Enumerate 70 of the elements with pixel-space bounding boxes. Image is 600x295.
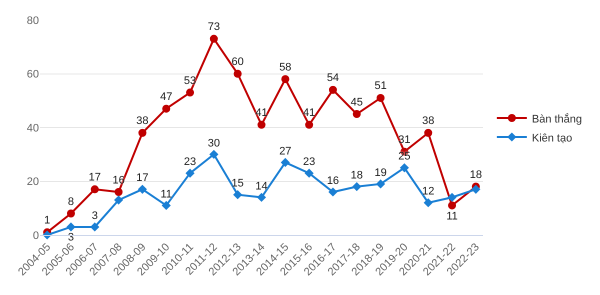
point bbox=[471, 184, 480, 194]
data-label: 17 bbox=[136, 172, 149, 184]
data-label: 45 bbox=[350, 96, 363, 108]
data-label: 58 bbox=[279, 61, 292, 74]
point bbox=[352, 182, 362, 192]
point bbox=[447, 192, 457, 202]
point bbox=[424, 128, 432, 137]
data-label: 54 bbox=[326, 72, 340, 84]
data-label: 16 bbox=[326, 174, 340, 187]
data-label: 3 bbox=[92, 210, 98, 222]
point bbox=[328, 86, 337, 94]
point bbox=[304, 168, 314, 178]
point bbox=[66, 210, 75, 218]
data-label: 30 bbox=[208, 137, 220, 150]
point bbox=[281, 75, 290, 84]
point bbox=[305, 120, 314, 129]
point bbox=[256, 192, 266, 202]
y-tick-label: 80 bbox=[26, 14, 39, 27]
data-label: 8 bbox=[68, 196, 74, 208]
point bbox=[233, 190, 242, 200]
data-label: 60 bbox=[232, 56, 244, 68]
point bbox=[162, 200, 171, 210]
data-label: 27 bbox=[279, 145, 292, 158]
point bbox=[448, 201, 456, 210]
data-label: 73 bbox=[208, 21, 220, 34]
data-label: 25 bbox=[398, 150, 411, 163]
data-label: 47 bbox=[160, 90, 172, 103]
legend-label: Kiên tạo bbox=[532, 132, 572, 144]
point bbox=[234, 70, 242, 78]
data-label: 17 bbox=[88, 172, 101, 184]
y-tick-label: 0 bbox=[32, 230, 39, 242]
data-label: 18 bbox=[470, 168, 482, 181]
point bbox=[138, 128, 146, 137]
data-label: 23 bbox=[303, 156, 316, 168]
data-label: 11 bbox=[446, 210, 458, 223]
data-label: 38 bbox=[422, 115, 434, 128]
data-label: 38 bbox=[136, 115, 149, 128]
data-label: 1 bbox=[44, 214, 50, 227]
point bbox=[424, 198, 433, 208]
point bbox=[138, 184, 147, 194]
data-label: 11 bbox=[160, 188, 172, 200]
point bbox=[280, 158, 290, 167]
point bbox=[209, 150, 218, 159]
point bbox=[186, 88, 194, 97]
legend-label: Bàn thắng bbox=[532, 112, 582, 126]
y-tick-label: 60 bbox=[26, 68, 39, 81]
y-tick-label: 40 bbox=[26, 122, 39, 134]
point bbox=[66, 222, 76, 232]
point bbox=[186, 168, 195, 178]
data-label: 51 bbox=[374, 80, 387, 92]
y-tick-label: 20 bbox=[26, 176, 39, 188]
data-label: 12 bbox=[422, 186, 434, 198]
point bbox=[376, 179, 386, 188]
point bbox=[210, 34, 218, 43]
point bbox=[114, 188, 123, 196]
data-label: 41 bbox=[303, 107, 316, 120]
point bbox=[376, 94, 385, 102]
data-label: 19 bbox=[374, 166, 387, 179]
point bbox=[328, 187, 338, 197]
point bbox=[258, 120, 266, 129]
point bbox=[400, 163, 409, 172]
point bbox=[162, 104, 170, 113]
data-label: 15 bbox=[232, 178, 244, 190]
point bbox=[114, 196, 124, 205]
point bbox=[90, 222, 100, 232]
data-label: 23 bbox=[184, 156, 196, 168]
point bbox=[90, 185, 99, 194]
data-label: 14 bbox=[255, 180, 268, 192]
point bbox=[352, 110, 361, 118]
data-label: 18 bbox=[350, 170, 363, 182]
